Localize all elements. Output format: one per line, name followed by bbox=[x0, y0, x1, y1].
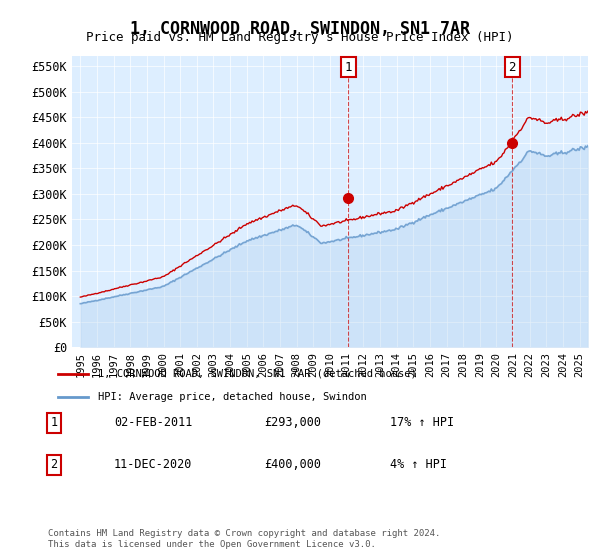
Text: £293,000: £293,000 bbox=[264, 416, 321, 430]
Text: 1, CORNWOOD ROAD, SWINDON, SN1 7AR: 1, CORNWOOD ROAD, SWINDON, SN1 7AR bbox=[130, 20, 470, 38]
Text: 1, CORNWOOD ROAD, SWINDON, SN1 7AR (detached house): 1, CORNWOOD ROAD, SWINDON, SN1 7AR (deta… bbox=[98, 369, 417, 379]
Text: Contains HM Land Registry data © Crown copyright and database right 2024.
This d: Contains HM Land Registry data © Crown c… bbox=[48, 529, 440, 549]
Text: 2: 2 bbox=[50, 458, 58, 472]
Text: 4% ↑ HPI: 4% ↑ HPI bbox=[390, 458, 447, 472]
Text: Price paid vs. HM Land Registry's House Price Index (HPI): Price paid vs. HM Land Registry's House … bbox=[86, 31, 514, 44]
Text: 02-FEB-2011: 02-FEB-2011 bbox=[114, 416, 193, 430]
Text: 2: 2 bbox=[509, 60, 516, 74]
Text: 1: 1 bbox=[50, 416, 58, 430]
Text: 1: 1 bbox=[344, 60, 352, 74]
Text: 11-DEC-2020: 11-DEC-2020 bbox=[114, 458, 193, 472]
Text: £400,000: £400,000 bbox=[264, 458, 321, 472]
Text: 17% ↑ HPI: 17% ↑ HPI bbox=[390, 416, 454, 430]
Text: HPI: Average price, detached house, Swindon: HPI: Average price, detached house, Swin… bbox=[98, 393, 367, 403]
